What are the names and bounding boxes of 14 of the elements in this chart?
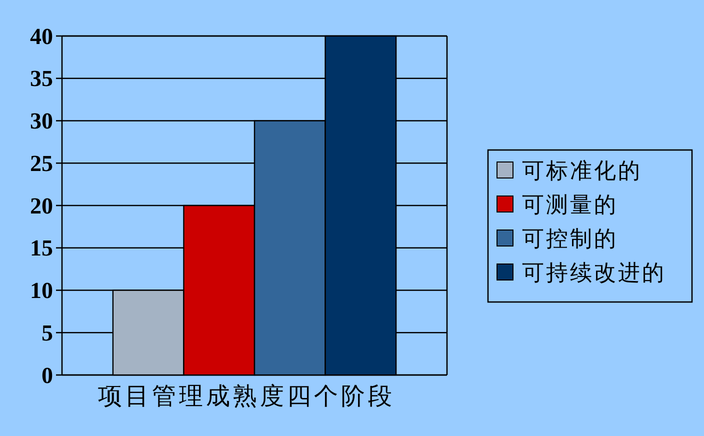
legend-label: 可标准化的: [522, 158, 642, 183]
y-tick-label: 40: [30, 24, 53, 49]
x-axis-title: 项目管理成熟度四个阶段: [98, 383, 395, 410]
legend-label: 可持续改进的: [522, 260, 666, 285]
y-tick-label: 15: [30, 236, 53, 261]
legend-label: 可控制的: [522, 226, 618, 251]
y-tick-label: 0: [42, 362, 53, 388]
legend-label: 可测量的: [522, 192, 618, 217]
y-tick-label: 30: [30, 108, 53, 134]
y-tick-label: 35: [30, 66, 53, 92]
y-tick-label: 20: [30, 193, 53, 218]
y-tick-label: 25: [30, 150, 53, 176]
y-tick-label: 5: [42, 320, 53, 346]
y-tick-label: 10: [30, 278, 53, 304]
